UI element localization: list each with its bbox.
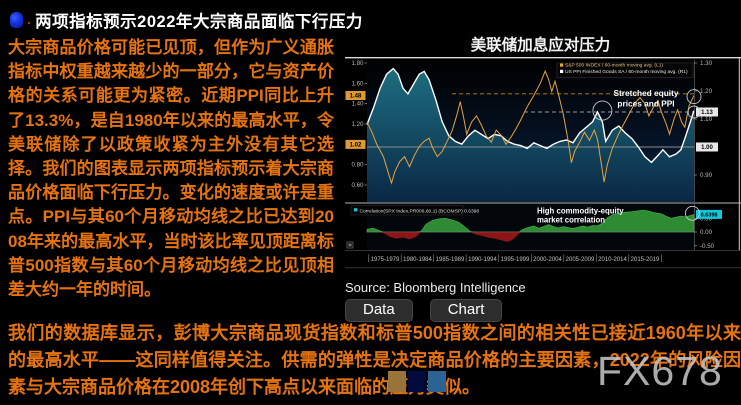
svg-text:2010-2014: 2010-2014: [598, 257, 627, 263]
svg-text:2005-2009: 2005-2009: [566, 257, 595, 263]
color-swatches: [388, 371, 446, 392]
svg-text:prices and PPI: prices and PPI: [617, 99, 674, 109]
svg-text:1990-1994: 1990-1994: [468, 257, 497, 263]
svg-text:Stretched equity: Stretched equity: [613, 88, 678, 98]
svg-text:1995-1999: 1995-1999: [501, 257, 530, 263]
svg-text:1.80: 1.80: [351, 60, 364, 67]
title-dot: .: [27, 11, 32, 28]
svg-text:0.60: 0.60: [351, 182, 364, 189]
svg-text:Correlation(SPX Index,PR006,60: Correlation(SPX Index,PR006,60,1) (BCOMS…: [360, 209, 480, 215]
svg-text:0.80: 0.80: [351, 162, 364, 169]
color-swatch: [428, 371, 446, 392]
svg-text:1.48: 1.48: [350, 94, 362, 100]
svg-text:0.00: 0.00: [700, 229, 713, 236]
color-swatch: [408, 371, 426, 392]
header: . 两项指标预示2022年大宗商品面临下行压力: [10, 8, 363, 32]
svg-text:1.10: 1.10: [700, 116, 713, 123]
svg-text:2000-2004: 2000-2004: [533, 257, 562, 263]
svg-text:1975-1979: 1975-1979: [371, 257, 400, 263]
page-title: 两项指标预示2022年大宗商品面临下行压力: [35, 13, 363, 31]
svg-text:market correlation: market correlation: [537, 216, 605, 225]
svg-text:0.90: 0.90: [700, 172, 713, 179]
bloomberg-chart: 1.80 1.60 1.40 1.20 0.80 0.60 1.48 1.02 1.30 1.20…: [345, 57, 741, 269]
svg-text:1980-1984: 1980-1984: [403, 257, 432, 263]
chart-button-row: Data Chart: [345, 299, 741, 322]
svg-text:US PPI Finished Goods SA / 60-: US PPI Finished Goods SA / 60-month movi…: [565, 69, 688, 75]
svg-text:1.20: 1.20: [700, 88, 713, 95]
svg-text:1.13: 1.13: [701, 110, 713, 116]
svg-text:2015-2019: 2015-2019: [631, 257, 660, 263]
chart-source: Source: Bloomberg Intelligence: [345, 280, 526, 295]
data-button[interactable]: Data: [345, 299, 413, 322]
svg-text:1.20: 1.20: [351, 121, 364, 128]
svg-text:-0.50: -0.50: [700, 243, 715, 250]
svg-text:1.02: 1.02: [350, 143, 362, 149]
bottom-text: 我们的数据库显示，彭博大宗商品现货指数和标普500指数之间的相关性已接近1960…: [8, 320, 741, 401]
chart-title: 美联储加息应对压力: [470, 37, 611, 54]
svg-text:1.00: 1.00: [701, 145, 713, 151]
color-swatch: [388, 371, 406, 392]
analysis-paragraph: 大宗商品价格可能已见顶，但作为广义通胀指标中权重越来越少的一部分，它与资产价格的…: [8, 38, 334, 300]
chart-panel: 美联储加息应对压力 1.80 1.60 1.40 1.20 0.80 0.60 1.48 1.…: [340, 36, 741, 322]
svg-text:1.40: 1.40: [351, 101, 364, 108]
chart-button[interactable]: Chart: [429, 299, 503, 322]
svg-text:S&P 500 INDEX / 60-month movin: S&P 500 INDEX / 60-month moving avg. (L1…: [565, 63, 663, 69]
svg-text:1.30: 1.30: [700, 60, 713, 67]
svg-text:High commodity-equity: High commodity-equity: [537, 207, 624, 216]
svg-text:1985-1989: 1985-1989: [436, 257, 465, 263]
svg-text:0.6398: 0.6398: [700, 213, 717, 219]
left-text-column: 大宗商品价格可能已见顶，但作为广义通胀指标中权重越来越少的一部分，它与资产价格的…: [8, 36, 334, 302]
svg-text:1.60: 1.60: [351, 80, 364, 87]
blue-bullet-icon: [10, 12, 23, 28]
conclusion-paragraph: 我们的数据库显示，彭博大宗商品现货指数和标普500指数之间的相关性已接近1960…: [8, 323, 741, 397]
